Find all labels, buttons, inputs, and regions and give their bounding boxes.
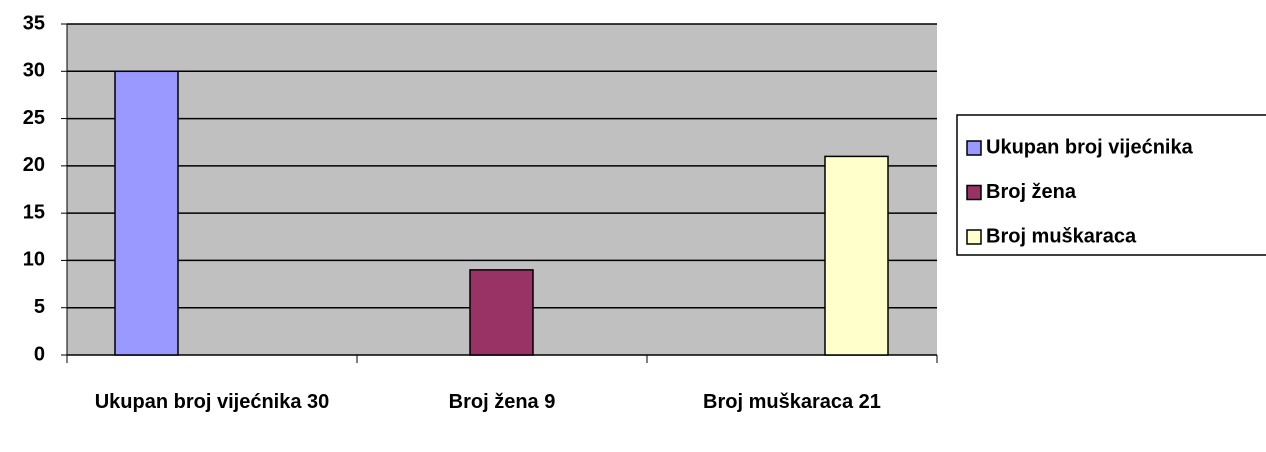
legend-label: Broj muškaraca	[986, 225, 1137, 247]
y-tick-label: 30	[23, 60, 45, 82]
legend-label: Ukupan broj vijećnika	[986, 136, 1194, 158]
bar	[114, 70, 179, 356]
y-tick-label: 5	[34, 296, 45, 318]
bar	[469, 269, 534, 356]
x-tick-label: Broj muškaraca 21	[703, 391, 881, 413]
legend-swatch	[966, 229, 982, 245]
x-tick-label: Broj žena 9	[448, 391, 556, 413]
bar	[824, 155, 889, 356]
y-tick-label: 10	[23, 249, 45, 271]
legend-box	[956, 114, 1266, 256]
legend-swatch	[966, 184, 982, 201]
legend-swatch	[966, 140, 982, 156]
legend-label: Broj žena	[986, 181, 1077, 203]
y-tick-label: 0	[34, 343, 45, 365]
y-tick-label: 15	[23, 201, 45, 223]
y-tick-label: 20	[23, 154, 45, 176]
y-tick-label: 35	[23, 12, 45, 34]
x-tick-label: Ukupan broj vijećnika 30	[94, 391, 330, 413]
y-tick-label: 25	[23, 107, 45, 129]
